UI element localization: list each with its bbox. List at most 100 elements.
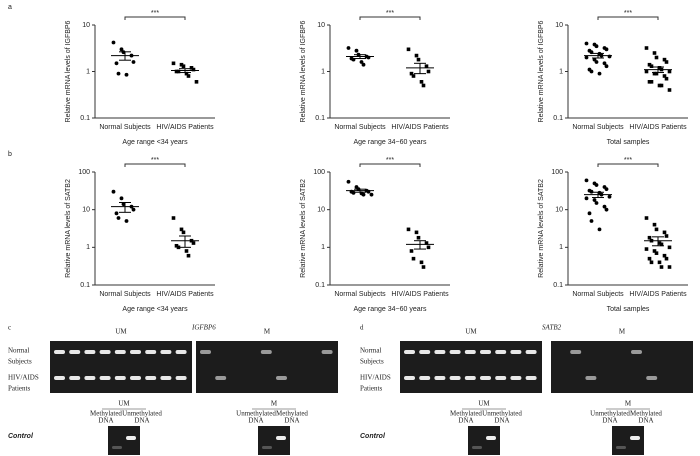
data-point <box>647 80 652 84</box>
data-point <box>654 227 659 232</box>
x-tick-label: HIV/AIDS Patients <box>391 291 449 298</box>
data-point <box>657 83 662 88</box>
y-tick-label: 100 <box>313 169 325 176</box>
significance-bracket <box>597 16 659 20</box>
data-point <box>589 219 594 223</box>
gel-image <box>400 341 542 393</box>
gel-band <box>570 350 582 354</box>
data-point <box>649 64 654 69</box>
control-label: Control <box>8 433 34 440</box>
data-point <box>662 230 667 235</box>
lane-label: Methylated <box>450 410 482 418</box>
data-point <box>421 265 426 269</box>
significance-bracket <box>124 163 186 167</box>
y-tick-label: 1 <box>86 244 90 251</box>
x-tick-label: Normal Subjects <box>572 291 624 298</box>
m-label: M <box>264 328 271 336</box>
significance-label: *** <box>386 10 394 17</box>
data-point <box>174 69 179 74</box>
data-point <box>662 253 667 258</box>
y-tick-label: 10 <box>82 22 90 29</box>
gel-image <box>551 341 693 393</box>
gel-band <box>276 376 287 380</box>
data-point <box>652 51 657 55</box>
data-point <box>111 189 116 194</box>
x-tick-label: HIV/AIDS Patients <box>156 124 214 131</box>
data-point <box>131 60 136 64</box>
data-point <box>409 71 414 76</box>
gel-band <box>145 376 157 380</box>
gel-band <box>631 350 642 354</box>
gel-band <box>616 446 626 449</box>
significance-bracket <box>597 163 659 167</box>
y-tick-label: 10 <box>317 207 325 214</box>
data-point <box>604 47 609 52</box>
data-point <box>659 242 664 247</box>
row-label: Patients <box>8 385 30 393</box>
y-axis-title: Relative mRNA levels of SATB2 <box>300 179 307 278</box>
y-tick-label: 1 <box>559 68 563 75</box>
um-label: UM <box>115 328 127 336</box>
data-point <box>351 190 356 195</box>
data-point <box>657 260 662 265</box>
gel-image <box>196 341 338 393</box>
y-tick-label: 0.1 <box>315 115 325 122</box>
x-axis-title: Total samples <box>607 306 650 313</box>
x-tick-label: Normal Subjects <box>334 291 386 298</box>
gel-band <box>486 436 496 440</box>
gel-band <box>260 350 272 354</box>
significance-label: *** <box>624 10 632 17</box>
significance-bracket <box>359 16 421 20</box>
data-point <box>597 71 602 76</box>
data-point <box>194 80 199 84</box>
x-tick-label: HIV/AIDS Patients <box>391 124 449 131</box>
data-point <box>424 64 429 69</box>
data-point <box>647 235 652 240</box>
gel-band <box>215 376 227 380</box>
data-point <box>647 62 652 67</box>
data-point <box>411 256 416 261</box>
gel-band <box>145 350 157 354</box>
gel-band <box>464 376 476 380</box>
gene-label: SATB2 <box>542 324 562 332</box>
y-tick-label: 10 <box>555 22 563 29</box>
data-point <box>354 48 359 53</box>
control-gel <box>108 426 140 455</box>
data-point <box>191 241 196 245</box>
data-point <box>114 211 119 216</box>
control-gel-label: UM <box>478 400 490 408</box>
gel-band <box>84 350 96 354</box>
data-point <box>667 265 672 269</box>
gel-band <box>114 376 126 380</box>
gel-band <box>262 446 272 449</box>
significance-bracket <box>124 16 186 20</box>
data-point <box>654 251 659 255</box>
data-point <box>124 72 129 77</box>
data-point <box>411 74 416 78</box>
gel-band <box>114 350 126 354</box>
data-point <box>416 235 421 240</box>
data-point <box>361 62 366 67</box>
lane-label: DNA <box>98 417 113 425</box>
gel-band <box>525 350 537 354</box>
data-point <box>657 241 662 245</box>
gel-band <box>112 446 122 449</box>
x-axis-title: Age range <34 years <box>122 139 188 146</box>
data-point <box>184 71 189 76</box>
data-point <box>649 80 654 84</box>
x-axis-title: Age range 34~60 years <box>354 306 427 313</box>
gel-band <box>419 350 431 354</box>
y-tick-label: 1 <box>321 244 325 251</box>
data-point <box>346 46 351 50</box>
lane-label: Unmethylated <box>236 410 276 418</box>
gel-band <box>449 376 461 380</box>
gel-band <box>54 376 65 380</box>
data-point <box>584 41 589 46</box>
control-gel-label: M <box>625 400 632 408</box>
data-point <box>361 192 366 197</box>
gel-band <box>480 376 491 380</box>
gel-band <box>464 350 476 354</box>
data-point <box>181 64 186 69</box>
y-tick-label: 1 <box>559 244 563 251</box>
